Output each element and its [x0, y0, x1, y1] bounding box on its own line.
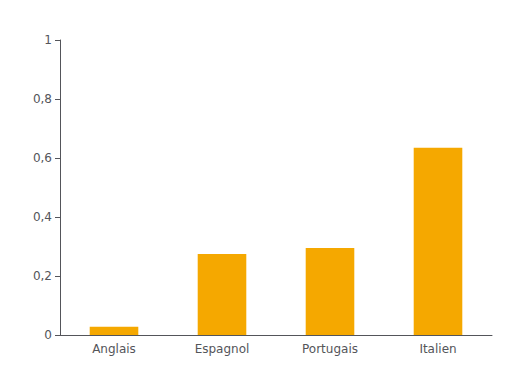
svg-text:0,4: 0,4: [33, 210, 52, 224]
svg-text:Espagnol: Espagnol: [195, 342, 250, 356]
svg-text:Portugais: Portugais: [302, 342, 358, 356]
svg-text:0,6: 0,6: [33, 151, 52, 165]
svg-text:0: 0: [44, 328, 52, 342]
svg-text:Anglais: Anglais: [92, 342, 136, 356]
svg-text:0,2: 0,2: [33, 269, 52, 283]
svg-text:Italien: Italien: [419, 342, 456, 356]
svg-text:1: 1: [44, 33, 52, 47]
svg-text:0,8: 0,8: [33, 92, 52, 106]
